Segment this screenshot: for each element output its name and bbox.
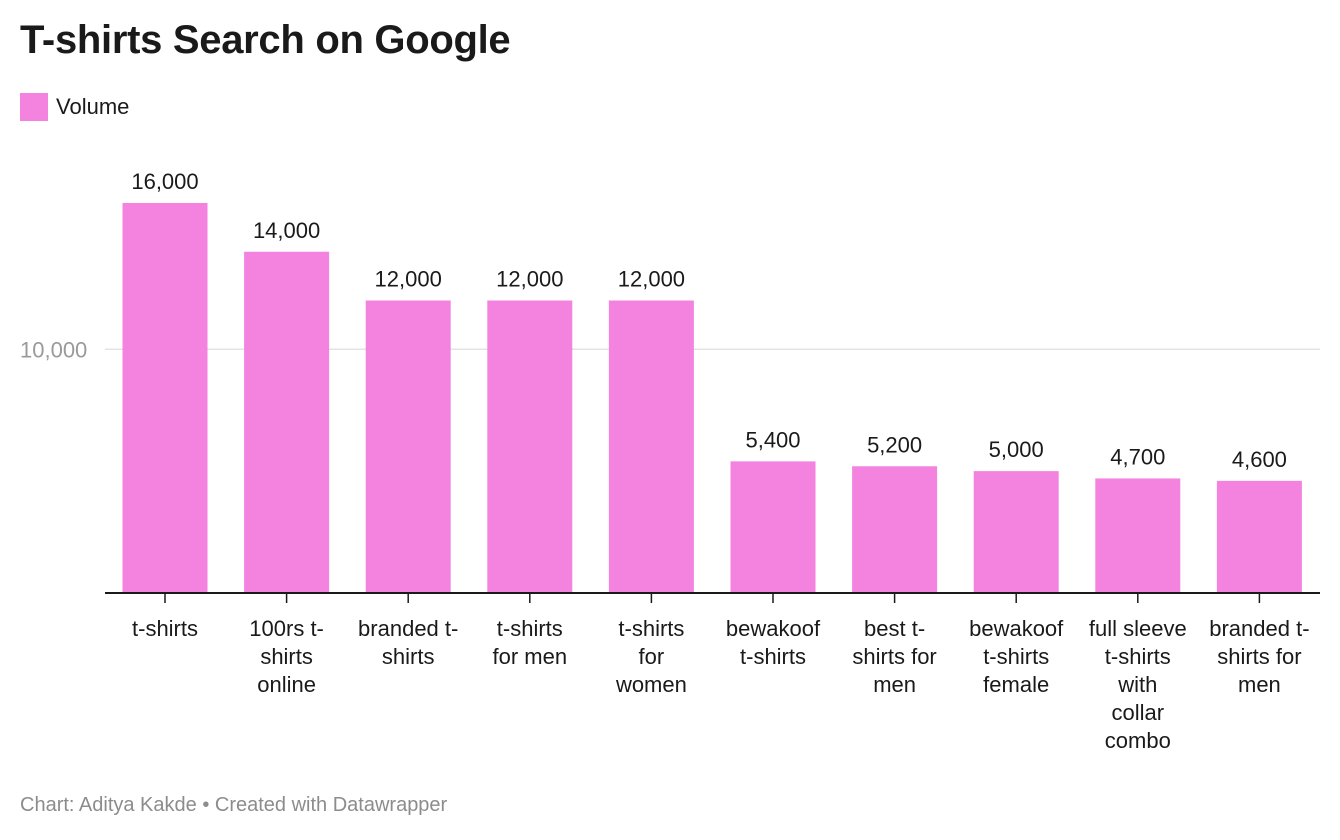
- legend: Volume: [20, 93, 129, 121]
- bar-value-label: 4,700: [1110, 444, 1165, 469]
- legend-label: Volume: [56, 94, 130, 119]
- bar-value-label: 12,000: [618, 267, 685, 292]
- bar-value-label: 5,200: [867, 432, 922, 457]
- x-tick-label: t-shirts for men: [493, 616, 568, 669]
- bar-value-label: 4,600: [1232, 447, 1287, 472]
- bar-value-label: 12,000: [375, 267, 442, 292]
- bar: [1216, 480, 1302, 593]
- bar: [122, 203, 208, 593]
- x-tick-label: 100rs t-shirts online: [249, 616, 324, 697]
- bar: [973, 471, 1059, 593]
- x-tick-label: branded t-shirts for men: [1209, 616, 1309, 697]
- y-tick-label: 10,000: [20, 337, 87, 362]
- bar-value-label: 16,000: [131, 169, 198, 194]
- bar: [1095, 478, 1181, 593]
- chart-title: T-shirts Search on Google: [20, 18, 511, 62]
- bar: [365, 300, 451, 593]
- x-tick-label: t-shirts: [132, 616, 198, 641]
- x-tick-label: full sleeve t-shirts with collar combo: [1089, 616, 1187, 753]
- x-tick-label: branded t-shirts: [358, 616, 458, 669]
- bar-value-label: 14,000: [253, 218, 320, 243]
- x-tick-label: bewakoof t-shirts: [726, 616, 821, 669]
- bar: [608, 300, 694, 593]
- bar: [730, 461, 816, 593]
- x-tick-label: t-shirts for women: [615, 616, 687, 697]
- x-tick-label: bewakoof t-shirts female: [969, 616, 1064, 697]
- chart-credit: Chart: Aditya Kakde • Created with Dataw…: [20, 794, 448, 816]
- bar-value-label: 12,000: [496, 267, 563, 292]
- bar-value-label: 5,400: [745, 427, 800, 452]
- bar: [487, 300, 573, 593]
- bar-value-label: 5,000: [989, 437, 1044, 462]
- x-tick-label: best t-shirts for men: [852, 616, 936, 697]
- legend-swatch: [20, 93, 48, 121]
- bar: [852, 466, 938, 593]
- bar: [244, 251, 330, 593]
